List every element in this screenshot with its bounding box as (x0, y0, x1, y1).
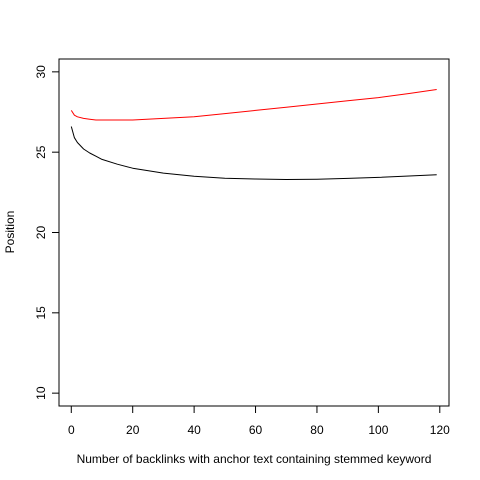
y-tick-label: 30 (34, 65, 48, 79)
y-axis-label: Position (3, 211, 17, 254)
series-layer (70, 89, 437, 180)
y-tick-label: 20 (34, 226, 48, 240)
series-line-2 (70, 126, 437, 180)
x-axis-label: Number of backlinks with anchor text con… (77, 452, 432, 466)
x-axis: 0 20 40 60 80 100 120 (68, 405, 450, 437)
series-line-1 (70, 89, 437, 121)
y-tick-label: 15 (34, 306, 48, 320)
x-tick-label: 40 (187, 423, 201, 437)
x-tick-label: 100 (368, 423, 388, 437)
x-tick-label: 0 (68, 423, 75, 437)
y-axis: 10 15 20 25 30 (34, 65, 60, 400)
x-tick-label: 120 (430, 423, 450, 437)
y-tick-label: 25 (34, 145, 48, 159)
x-tick-label: 20 (126, 423, 140, 437)
x-tick-label: 80 (310, 423, 324, 437)
x-tick-label: 60 (249, 423, 263, 437)
y-tick-label: 10 (34, 386, 48, 400)
